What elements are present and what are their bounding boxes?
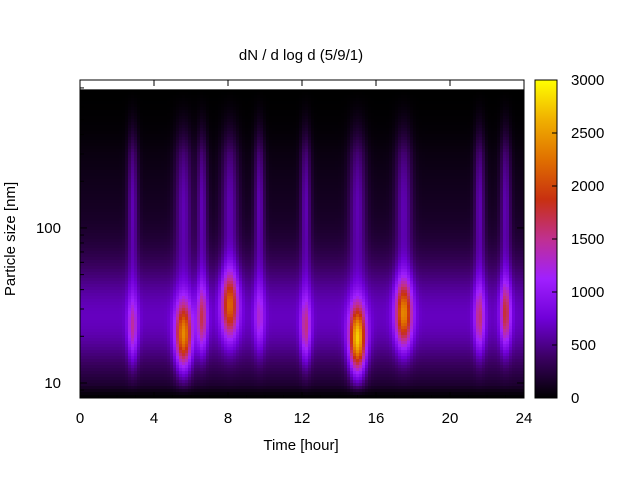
colorbar-axis: 0 500 1000 1500 2000 2500 3000	[552, 72, 604, 407]
plot-area	[80, 80, 525, 399]
plot-frame	[79, 79, 525, 399]
x-tick-label: 20	[442, 410, 459, 427]
y-tick-label: 10	[44, 375, 61, 392]
colorbar-tick-label: 2500	[571, 125, 604, 142]
x-tick-label: 24	[516, 410, 533, 427]
x-tick-label: 8	[224, 410, 232, 427]
x-axis: 0 4 8 12 16 20 24	[76, 80, 533, 427]
colorbar-tick-label: 0	[571, 390, 579, 407]
y-axis: 10 100	[36, 79, 524, 399]
colorbar-tick-label: 500	[571, 337, 596, 354]
chart-title: dN / d log d (5/9/1)	[239, 47, 363, 64]
colorbar-tick-label: 2000	[571, 178, 604, 195]
x-tick-label: 0	[76, 410, 84, 427]
colorbar-tick-label: 1500	[571, 231, 604, 248]
x-tick-label: 16	[368, 410, 385, 427]
y-axis-label: Particle size [nm]	[2, 182, 19, 296]
colorbar-tick-label: 1000	[571, 284, 604, 301]
x-axis-label: Time [hour]	[263, 437, 338, 454]
colorbar-tick-label: 3000	[571, 72, 604, 89]
x-tick-label: 4	[150, 410, 158, 427]
y-tick-label: 100	[36, 220, 61, 237]
x-tick-label: 12	[294, 410, 311, 427]
